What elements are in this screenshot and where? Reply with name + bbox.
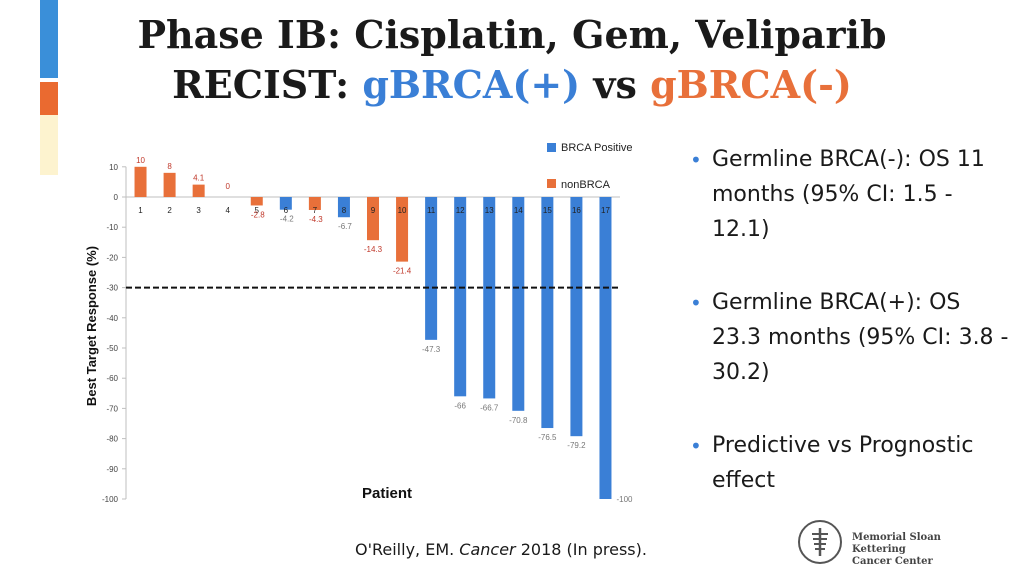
y-tick-label: -20 [106, 253, 118, 262]
bullet-item-brca-negative: • Germline BRCA(-): OS 11 months (95% CI… [690, 142, 1010, 247]
bullet-text: Germline BRCA(+): OS 23.3 months (95% CI… [712, 290, 1009, 385]
deco-bar-orange [40, 82, 58, 115]
citation-rest: 2018 (In press). [515, 540, 647, 559]
y-tick-label: -90 [106, 465, 118, 474]
bullet-item-predictive: • Predictive vs Prognostic effect [690, 428, 1010, 498]
data-label: 0 [225, 182, 230, 191]
bullet-dot: • [690, 434, 702, 458]
msk-logo: Memorial Sloan Kettering Cancer Center [798, 520, 998, 568]
y-tick-label: -50 [106, 344, 118, 353]
title-gbrca-negative: gBRCA(-) [650, 62, 852, 107]
bar [599, 197, 612, 499]
y-tick-label: -60 [106, 374, 118, 383]
bar [134, 166, 147, 197]
deco-bar-cream [40, 115, 58, 175]
x-tick-label: 3 [196, 206, 201, 215]
data-label: -2.8 [251, 210, 265, 219]
msk-logo-icon [798, 520, 842, 564]
x-tick-label: 2 [167, 206, 172, 215]
x-tick-label: 10 [398, 206, 407, 215]
y-tick-label: -70 [106, 404, 118, 413]
bar [483, 197, 496, 399]
data-label: 4.1 [193, 174, 205, 183]
bar [541, 197, 554, 429]
y-tick-label: -100 [102, 495, 119, 504]
citation-journal: Cancer [459, 540, 516, 559]
legend-label-nonbrca: nonBRCA [561, 179, 611, 191]
title-line2-mid: vs [580, 62, 651, 107]
data-label: -66 [454, 401, 466, 410]
x-axis-title: Patient [362, 485, 412, 502]
y-tick-label: -80 [106, 435, 118, 444]
bar [425, 197, 438, 340]
data-label: -47.3 [422, 345, 441, 354]
bar [570, 197, 583, 437]
data-label: -4.3 [309, 215, 323, 224]
data-label: -79.2 [567, 441, 586, 450]
x-tick-label: 14 [514, 206, 523, 215]
y-tick-label: -40 [106, 314, 118, 323]
y-axis-title: Best Target Response (%) [84, 246, 99, 406]
x-tick-label: 11 [427, 206, 436, 215]
slide-subtitle: RECIST: gBRCA(+) vs gBRCA(-) [0, 62, 1024, 108]
data-label: -4.2 [280, 215, 294, 224]
bar [192, 184, 205, 197]
y-tick-label: 10 [109, 163, 118, 172]
bullet-text: Germline BRCA(-): OS 11 months (95% CI: … [712, 147, 985, 242]
legend-swatch-brca-positive [547, 143, 556, 152]
title-line1: Phase IB: Cisplatin, Gem, Veliparib [137, 12, 887, 57]
data-label: -70.8 [509, 416, 528, 425]
x-tick-label: 12 [456, 206, 465, 215]
data-label: -100 [616, 495, 633, 504]
data-label: -14.3 [364, 245, 383, 254]
msk-logo-text: Memorial Sloan Kettering Cancer Center [852, 532, 998, 568]
bar [279, 197, 292, 210]
y-tick-label: 0 [114, 193, 119, 202]
bullet-item-brca-positive: • Germline BRCA(+): OS 23.3 months (95% … [690, 285, 1010, 390]
slide-title: Phase IB: Cisplatin, Gem, Veliparib [0, 12, 1024, 58]
title-gbrca-positive: gBRCA(+) [362, 62, 581, 107]
x-tick-label: 9 [371, 206, 376, 215]
data-label: -6.7 [338, 222, 352, 231]
logo-line1: Memorial Sloan Kettering [852, 532, 941, 555]
bar [454, 197, 467, 397]
x-tick-label: 16 [572, 206, 581, 215]
citation-author: O'Reilly, EM. [355, 540, 460, 559]
citation: O'Reilly, EM. Cancer 2018 (In press). [355, 540, 647, 559]
data-label: -76.5 [538, 433, 557, 442]
logo-line2: Cancer Center [852, 556, 933, 567]
y-tick-label: -30 [106, 284, 118, 293]
bullet-dot: • [690, 148, 702, 172]
deco-bar-blue [40, 0, 58, 78]
data-label: -21.4 [393, 267, 412, 276]
data-label: 10 [136, 156, 145, 165]
x-tick-label: 7 [313, 206, 318, 215]
x-tick-label: 4 [225, 206, 230, 215]
bar [367, 197, 379, 241]
x-tick-label: 5 [255, 206, 260, 215]
legend-swatch-nonbrca [547, 179, 556, 188]
legend-label-brca-positive: BRCA Positive [561, 142, 633, 154]
x-tick-label: 13 [485, 206, 494, 215]
bar [308, 197, 321, 210]
bullet-text: Predictive vs Prognostic effect [712, 433, 974, 493]
data-label: 8 [167, 162, 172, 171]
bar [512, 197, 525, 411]
bar [163, 172, 176, 197]
title-line2-prefix: RECIST: [172, 62, 363, 107]
x-tick-label: 8 [342, 206, 347, 215]
x-tick-label: 15 [543, 206, 552, 215]
x-tick-label: 6 [284, 206, 289, 215]
bullet-dot: • [690, 291, 702, 315]
data-label: -66.7 [480, 403, 499, 412]
bar [396, 197, 409, 262]
y-tick-label: -10 [106, 223, 118, 232]
bar [337, 197, 350, 218]
x-tick-label: 1 [138, 206, 143, 215]
bar [250, 197, 263, 206]
x-tick-label: 17 [601, 206, 610, 215]
